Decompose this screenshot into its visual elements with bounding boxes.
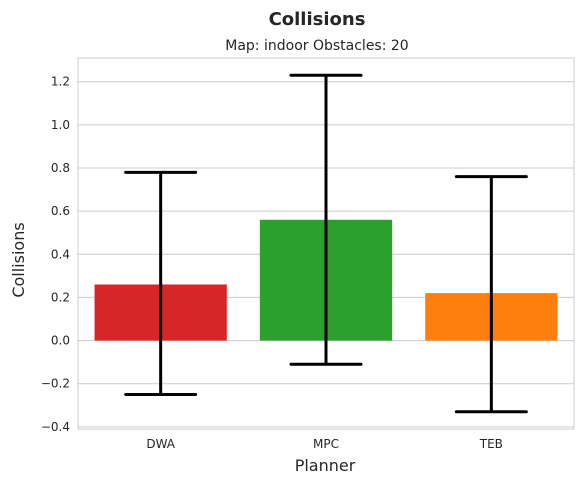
y-tick-label: 0.2 xyxy=(51,290,70,304)
chart-title: Collisions xyxy=(269,9,366,30)
x-tick-label: MPC xyxy=(313,437,339,451)
y-tick-label: 0.0 xyxy=(51,334,70,348)
x-axis-label: Planner xyxy=(295,456,356,475)
x-tick-labels: DWA MPC TEB xyxy=(146,437,503,451)
x-tick-label: DWA xyxy=(146,437,175,451)
error-bars xyxy=(124,73,528,414)
plot-frame xyxy=(77,57,575,430)
x-tick-label: TEB xyxy=(479,437,503,451)
y-tick-label: 0.6 xyxy=(51,204,70,218)
y-tick-label: 1.0 xyxy=(51,118,70,132)
y-tick-label: −0.4 xyxy=(41,420,70,434)
y-tick-label: −0.2 xyxy=(41,377,70,391)
y-tick-label: 0.8 xyxy=(51,161,70,175)
chart-subtitle: Map: indoor Obstacles: 20 xyxy=(225,38,408,54)
y-tick-label: 0.4 xyxy=(51,247,70,261)
y-axis-label: Collisions xyxy=(9,222,28,297)
y-tick-labels: −0.4 −0.2 0.0 0.2 0.4 0.6 0.8 1.0 1.2 xyxy=(41,75,70,434)
y-tick-label: 1.2 xyxy=(51,75,70,89)
